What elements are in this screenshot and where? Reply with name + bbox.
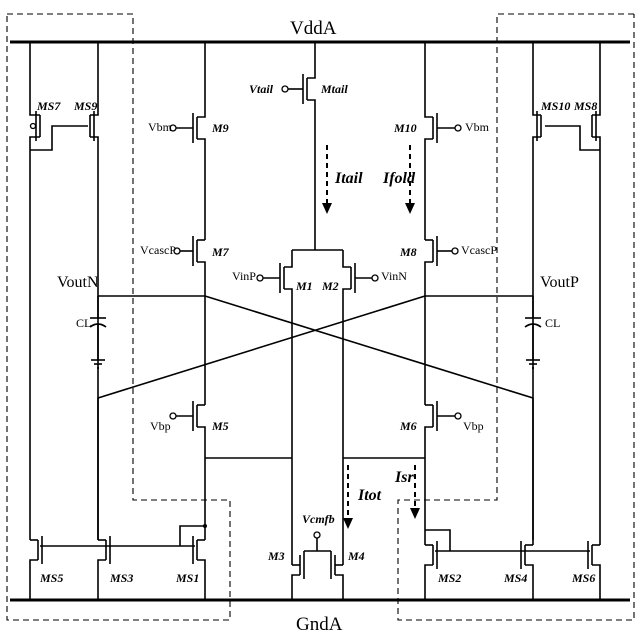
right-dashed-box [397,13,635,621]
transistor-ms6: MS6 [571,541,601,600]
svg-text:MS9: MS9 [73,99,97,113]
svg-text:M1: M1 [295,279,313,293]
transistor-ms10: MS10 [532,42,570,540]
transistor-m10: M10 Vbm [393,42,490,240]
cross-line-a [204,295,534,399]
transistor-m6: M6 Vbp [399,401,484,545]
vdd-label: VddA [290,18,337,39]
svg-text:MS1: MS1 [175,571,199,585]
itot-arrow: Itot [343,465,382,529]
transistor-m3: M3 [267,549,305,600]
ifold-arrow: Ifold [382,145,416,214]
left-dashed-box [6,13,231,621]
svg-text:MS6: MS6 [571,571,595,585]
transistor-ms9: MS9 [73,42,99,540]
svg-text:Vbp: Vbp [150,419,171,433]
transistor-mtail: Mtail Vtail [249,42,348,250]
transistor-m7: M7 VcascP [140,236,230,405]
transistor-ms8: MS8 [545,42,601,545]
svg-text:MS10: MS10 [540,99,570,113]
svg-text:CL: CL [545,316,560,330]
svg-text:VcascP: VcascP [461,243,497,257]
svg-text:Itot: Itot [357,487,382,504]
svg-text:VinP: VinP [232,269,256,283]
voutn-label: VoutN [57,274,99,291]
transistor-m1: M1 VinP [232,250,313,565]
transistor-m9: M9 Vbm [148,42,229,240]
svg-text:M4: M4 [347,549,365,563]
transistor-ms7: MS7 [29,42,88,540]
svg-text:M9: M9 [211,121,229,135]
svg-text:M6: M6 [399,419,417,433]
svg-text:Isr: Isr [394,469,414,486]
svg-text:M3: M3 [267,549,285,563]
svg-text:M8: M8 [399,245,417,259]
transistor-m4: M4 [330,549,365,600]
transistor-ms2: MS2 [424,529,461,600]
svg-text:MS4: MS4 [503,571,527,585]
svg-text:M7: M7 [211,245,230,259]
svg-text:M2: M2 [321,279,339,293]
svg-text:Vcmfb: Vcmfb [302,512,335,526]
svg-text:CL: CL [76,316,91,330]
cross-line-b [97,295,426,399]
transistor-ms5: MS5 [29,536,63,600]
svg-text:M10: M10 [393,121,417,135]
capacitor-cl-left: CL [76,296,107,369]
svg-text:Vtail: Vtail [249,82,274,96]
transistor-ms3: MS3 [97,536,133,600]
capacitor-cl-right: CL [524,296,560,369]
transistor-ms4: MS4 [503,541,534,600]
isr-arrow: Isr [394,465,420,519]
svg-text:M5: M5 [211,419,229,433]
svg-text:MS5: MS5 [39,571,63,585]
svg-text:Vbm: Vbm [148,120,173,134]
svg-text:Itail: Itail [334,170,363,187]
vcmfb-gate: Vcmfb [302,512,335,552]
transistor-ms1: MS1 [175,524,207,600]
transistor-m2: M2 VinN [321,250,407,565]
svg-text:Vbp: Vbp [463,419,484,433]
svg-text:MS3: MS3 [109,571,133,585]
transistor-m5: M5 Vbp [150,401,229,540]
gnd-label: GndA [296,614,343,635]
svg-text:VcascP: VcascP [140,243,176,257]
transistor-m8: M8 VcascP [399,236,497,405]
svg-text:Vbm: Vbm [465,120,490,134]
svg-text:Ifold: Ifold [382,170,416,187]
itail-arrow: Itail [322,145,363,214]
svg-text:Mtail: Mtail [320,82,348,96]
voutp-label: VoutP [540,274,579,291]
svg-text:MS8: MS8 [573,99,597,113]
svg-text:MS7: MS7 [36,99,61,113]
svg-text:MS2: MS2 [437,571,461,585]
svg-text:VinN: VinN [381,269,407,283]
